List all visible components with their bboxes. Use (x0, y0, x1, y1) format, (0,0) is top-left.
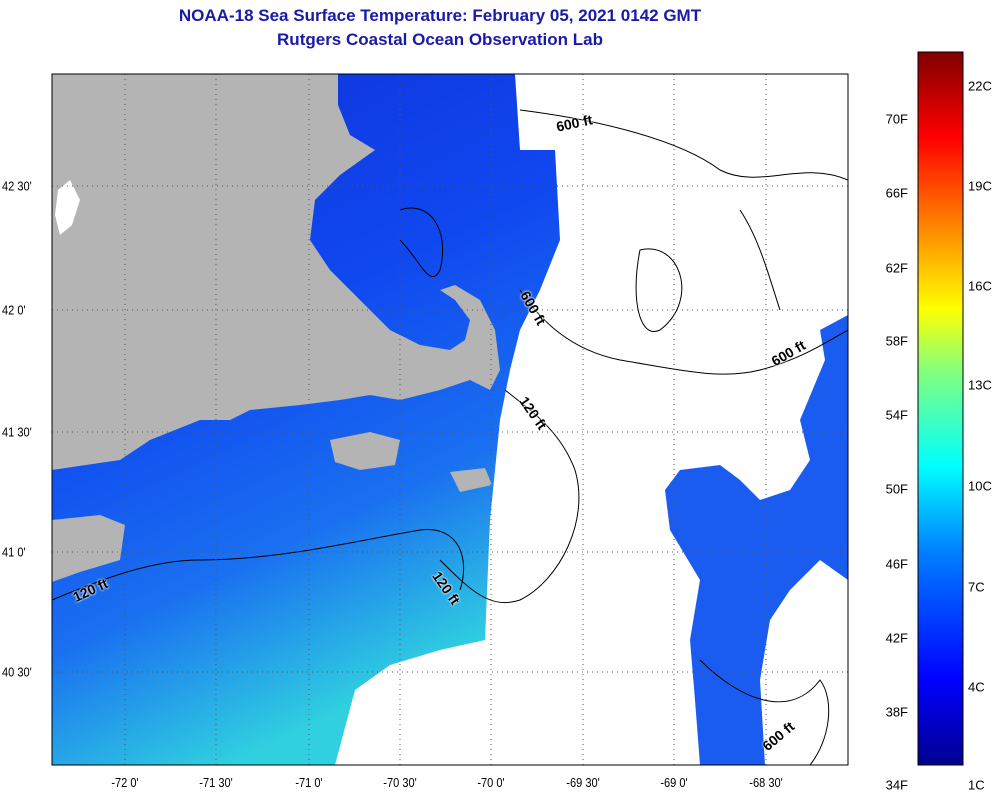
colorbar-c-label: 4C (968, 679, 985, 695)
colorbar-c-label: 16C (968, 278, 992, 294)
lat-label: 40 30' (2, 664, 32, 680)
colorbar-c-label: 1C (968, 777, 985, 793)
colorbar (917, 51, 964, 766)
graticule (52, 74, 848, 765)
colorbar-f-label: 66F (885, 185, 908, 201)
colorbar-f-label: 58F (885, 333, 908, 349)
lon-label: -69 30' (566, 775, 600, 790)
island-marthas-vineyard (330, 432, 400, 470)
island-nantucket (450, 468, 492, 492)
colorbar-f-label: 62F (885, 260, 908, 276)
map-subtitle: Rutgers Coastal Ocean Observation Lab (277, 30, 603, 49)
lon-label: -69 0' (660, 775, 688, 790)
lat-label: 42 30' (2, 178, 32, 194)
lat-label: 42 0' (2, 302, 26, 318)
lon-label: -70 30' (383, 775, 417, 790)
lon-label: -70 0' (477, 775, 505, 790)
colorbar-f-label: 42F (885, 630, 908, 646)
sst-east-patch (665, 315, 848, 765)
lon-label: -72 0' (111, 775, 139, 790)
depth-contours (52, 109, 848, 765)
lat-label: 41 0' (2, 544, 26, 560)
colorbar-f-label: 34F (885, 777, 908, 793)
lat-label: 41 30' (2, 424, 32, 440)
colorbar-f-label: 46F (885, 556, 908, 572)
colorbar-f-label: 54F (885, 407, 908, 423)
colorbar-c-label: 10C (968, 478, 992, 494)
lon-label: -68 30' (749, 775, 783, 790)
land (52, 74, 500, 470)
colorbar-c-label: 19C (968, 178, 992, 194)
sst-west-ocean (52, 74, 560, 765)
snow-patch (55, 180, 80, 235)
lon-label: -71 0' (295, 775, 323, 790)
colorbar-f-label: 38F (885, 704, 908, 720)
colorbar-f-label: 50F (885, 481, 908, 497)
colorbar-c-label: 22C (968, 78, 992, 94)
lon-label: -71 30' (199, 775, 233, 790)
colorbar-c-label: 13C (968, 377, 992, 393)
map-area (52, 74, 848, 765)
map-title: NOAA-18 Sea Surface Temperature: Februar… (178, 6, 702, 25)
colorbar-f-label: 70F (885, 111, 908, 127)
map-frame (51, 73, 849, 766)
colorbar-c-label: 7C (968, 579, 985, 595)
land-long-island (52, 515, 125, 582)
